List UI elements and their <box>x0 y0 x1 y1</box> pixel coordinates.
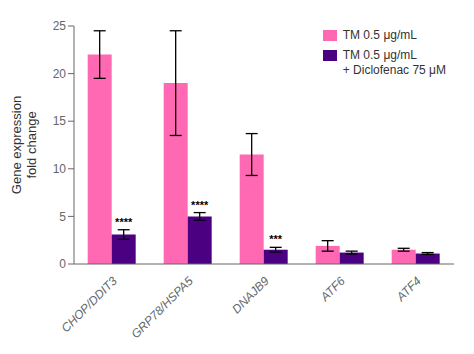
html-text:TM 0.5 μg/mL: TM 0.5 μg/mL <box>342 48 417 62</box>
svg-text:5: 5 <box>59 210 66 224</box>
svg-text:CHOP/DDIT3: CHOP/DDIT3 <box>58 274 120 336</box>
svg-text:10: 10 <box>53 162 67 176</box>
svg-text:Gene expressionfold change: Gene expressionfold change <box>9 96 39 194</box>
svg-text:15: 15 <box>53 114 67 128</box>
svg-text:****: **** <box>191 199 209 211</box>
svg-text:****: **** <box>115 216 133 228</box>
svg-text:***: *** <box>269 233 283 245</box>
html-text:TM 0.5 μg/mL: TM 0.5 μg/mL <box>342 28 417 42</box>
svg-text:ATF6: ATF6 <box>317 274 348 305</box>
svg-text:0: 0 <box>59 257 66 271</box>
html-text:+ Diclofenac 75 μM: + Diclofenac 75 μM <box>342 63 446 77</box>
svg-text:ATF4: ATF4 <box>393 274 424 305</box>
svg-text:GRP78/HSPA5: GRP78/HSPA5 <box>128 274 196 342</box>
svg-text:DNAJB9: DNAJB9 <box>229 274 272 317</box>
svg-text:25: 25 <box>53 19 67 33</box>
svg-text:20: 20 <box>53 67 67 81</box>
